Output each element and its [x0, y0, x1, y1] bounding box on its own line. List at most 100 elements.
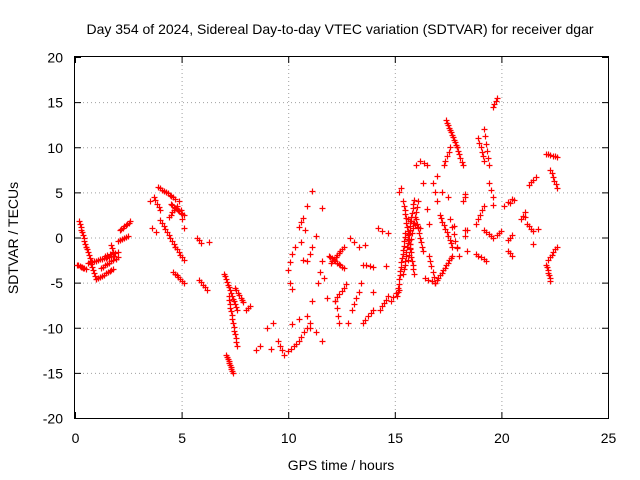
data-point [298, 334, 305, 341]
data-point [424, 162, 431, 169]
data-point [388, 298, 395, 305]
data-point [231, 328, 238, 335]
data-point [476, 140, 483, 147]
x-axis-label: GPS time / hours [288, 457, 395, 473]
data-point [108, 242, 115, 249]
data-point [351, 239, 358, 246]
x-tick-labels: 0 5 10 15 20 25 [72, 430, 617, 446]
data-point [91, 270, 98, 277]
data-point [270, 320, 277, 327]
data-point [486, 162, 493, 169]
data-point [426, 221, 433, 228]
data-point [179, 216, 186, 223]
data-point [289, 286, 296, 293]
data-point [356, 244, 363, 251]
data-point [493, 98, 500, 105]
data-point [341, 244, 348, 251]
data-point [417, 225, 424, 232]
data-markers [74, 95, 561, 377]
data-point [383, 297, 390, 304]
data-point [404, 224, 411, 231]
data-point [434, 198, 441, 205]
data-point [298, 219, 305, 226]
data-point [443, 117, 450, 124]
data-point [292, 244, 299, 251]
data-point [349, 307, 356, 314]
data-point [535, 226, 542, 233]
data-point [332, 298, 339, 305]
data-point [257, 343, 264, 350]
data-point [403, 220, 410, 227]
data-point [445, 194, 452, 201]
data-point [147, 198, 154, 205]
data-point [379, 228, 386, 235]
data-point [127, 218, 134, 225]
data-point [447, 144, 454, 151]
data-point [413, 216, 420, 223]
data-point [397, 268, 404, 275]
data-point [445, 260, 452, 267]
data-point [351, 301, 358, 308]
data-point [490, 235, 497, 242]
data-point [157, 207, 164, 214]
data-point [478, 144, 485, 151]
data-point [390, 294, 397, 301]
data-point [181, 212, 188, 219]
data-point [356, 289, 363, 296]
data-point [341, 285, 348, 292]
data-point [77, 221, 84, 228]
data-point [415, 198, 422, 205]
x-tick-label: 25 [601, 430, 617, 446]
data-point [309, 244, 316, 251]
data-point [289, 321, 296, 328]
data-point [547, 278, 554, 285]
data-point [483, 141, 490, 148]
data-point [396, 189, 403, 196]
data-point [161, 223, 168, 230]
data-point [544, 264, 551, 271]
data-point [452, 139, 459, 146]
data-point [554, 154, 561, 161]
data-point [153, 229, 160, 236]
data-point [490, 104, 497, 111]
data-point [449, 253, 456, 260]
data-point [490, 202, 497, 209]
data-point [446, 149, 453, 156]
data-point [427, 258, 434, 265]
data-point [104, 252, 111, 259]
data-point [464, 227, 471, 234]
data-point [447, 237, 454, 244]
data-point [522, 214, 529, 221]
data-point [454, 144, 461, 151]
data-point [176, 198, 183, 205]
data-point [460, 162, 467, 169]
data-point [505, 199, 512, 206]
data-point [370, 307, 377, 314]
data-point [178, 207, 185, 214]
data-point [398, 185, 405, 192]
data-point [198, 240, 205, 247]
data-point [287, 280, 294, 287]
data-point [432, 189, 439, 196]
data-point [553, 181, 560, 188]
data-point [79, 229, 86, 236]
data-point [80, 232, 87, 239]
data-point [362, 317, 369, 324]
y-tick-label: -15 [43, 365, 63, 381]
data-point [281, 352, 288, 359]
data-point [400, 198, 407, 205]
data-point [288, 346, 295, 353]
data-point [90, 267, 97, 274]
data-point [82, 241, 89, 248]
data-point [406, 231, 413, 238]
data-point [385, 293, 392, 300]
data-point [315, 280, 322, 287]
data-point [419, 244, 426, 251]
data-point [480, 153, 487, 160]
data-point [336, 320, 343, 327]
y-tick-labels: -20 -15 -10 -5 0 5 10 15 20 [43, 50, 63, 427]
data-point [174, 203, 181, 210]
data-point [300, 257, 307, 264]
data-point [482, 133, 489, 140]
data-point [509, 232, 516, 239]
